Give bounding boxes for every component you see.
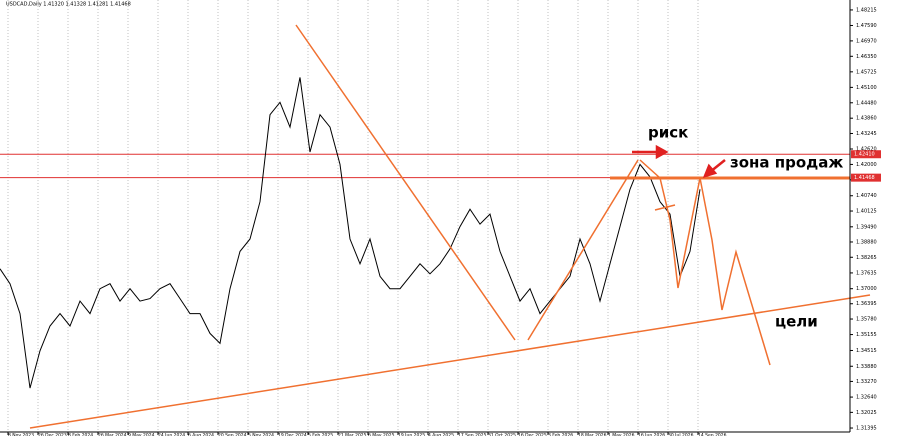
y-tick-label: 1.47590 [856, 23, 877, 29]
x-tick-label: 5 Nov 2024 [248, 433, 274, 437]
trend-line [527, 159, 639, 341]
y-tick-label: 1.40125 [856, 209, 877, 215]
annotation: цели [775, 313, 818, 331]
x-tick-label: 14 Sep 2026 [698, 433, 727, 437]
y-tick-label: 1.46350 [856, 54, 877, 60]
x-tick-label: 19 Dec 2024 [278, 433, 307, 437]
x-tick-label: 26 Dec 2023 [38, 433, 67, 437]
x-tick-label: 1 May 2026 [608, 433, 635, 437]
x-tick-label: 3 Feb 2026 [548, 433, 573, 437]
x-tick-label: 24 Jun 2024 [158, 433, 185, 437]
y-tick-label: 1.34515 [856, 348, 877, 354]
y-tick-label: 1.39490 [856, 224, 877, 230]
x-tick-label: 26 Mar 2024 [98, 433, 127, 437]
annotation: зона продаж [730, 154, 843, 172]
y-tick-label: 1.48215 [856, 7, 877, 13]
y-tick-label: 1.45725 [856, 69, 877, 75]
forecast-path [639, 159, 771, 366]
y-tick-label: 1.37000 [856, 286, 877, 292]
y-tick-label: 1.46970 [856, 38, 877, 44]
level-box [851, 150, 881, 159]
y-tick-label: 1.42000 [856, 162, 877, 168]
y-tick-label: 1.44480 [856, 100, 877, 106]
x-tick-label: 8 Nov 2023 [8, 433, 34, 437]
x-tick-label: 21 Mar 2025 [338, 433, 367, 437]
x-tick-label: 19 Jun 2025 [398, 433, 425, 437]
support-line [29, 294, 871, 429]
x-tick-label: 30 Jul 2026 [668, 433, 694, 437]
x-tick-label: 20 Sep 2024 [218, 433, 247, 437]
x-tick-label: 18 Mar 2026 [578, 433, 607, 437]
grid [7, 0, 699, 432]
x-tick-label: 6 May 2025 [368, 433, 395, 437]
y-tick-label: 1.35780 [856, 317, 877, 323]
y-tick-label: 1.31395 [856, 426, 877, 432]
arrow-head [702, 163, 718, 178]
chart-title: USDCAD,Daily 1.41320 1.41328 1.41281 1.4… [6, 2, 131, 8]
arrows [632, 144, 726, 178]
y-tick-label: 1.43245 [856, 131, 877, 137]
level-label: 1.41468 [854, 175, 875, 181]
y-tick-label: 1.33270 [856, 379, 877, 385]
y-tick-label: 1.38880 [856, 239, 877, 245]
drawings [29, 24, 871, 429]
trend-line [295, 24, 516, 341]
level-box [851, 173, 881, 182]
y-tick-label: 1.42620 [856, 147, 877, 153]
x-tick-label: 16 Jun 2026 [638, 433, 665, 437]
x-tick-label: 31 Oct 2025 [488, 433, 516, 437]
y-tick-label: 1.36395 [856, 301, 877, 307]
y-tick-label: 1.37635 [856, 270, 877, 276]
annotation: риск [648, 124, 688, 142]
mark [654, 204, 676, 211]
y-tick-label: 1.32640 [856, 395, 877, 401]
x-tick-label: 4 Aug 2025 [428, 433, 454, 437]
x-tick-label: 8 Feb 2024 [68, 433, 93, 437]
x-tick-label: 5 Feb 2025 [308, 433, 333, 437]
x-tick-label: 9 May 2024 [128, 433, 155, 437]
price-line [0, 77, 701, 389]
x-tick-label: 16 Dec 2025 [518, 433, 547, 437]
x-tick-label: 6 Aug 2024 [188, 433, 214, 437]
arrow-head [655, 144, 669, 160]
y-tick-label: 1.40740 [856, 193, 877, 199]
y-tick-label: 1.35155 [856, 332, 877, 338]
y-tick-label: 1.43860 [856, 116, 877, 122]
y-tick-label: 1.45100 [856, 85, 877, 91]
x-tick-label: 17 Sep 2025 [458, 433, 487, 437]
y-tick-label: 1.38265 [856, 255, 877, 261]
y-tick-label: 1.33880 [856, 364, 877, 370]
level-label: 1.42410 [854, 152, 875, 158]
y-tick-label: 1.32025 [856, 410, 877, 416]
